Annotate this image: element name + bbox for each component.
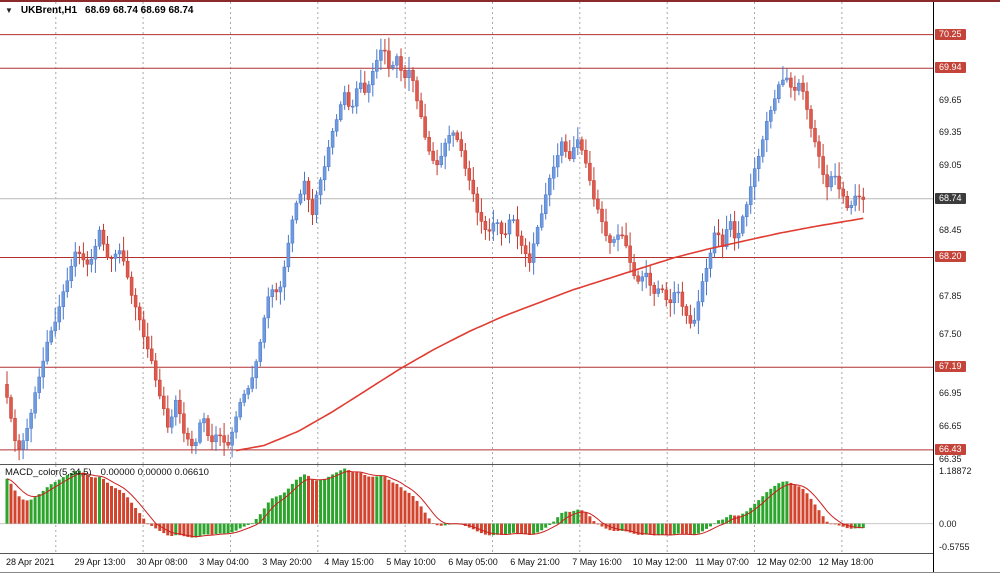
price-tick-label: 66.65: [939, 421, 962, 431]
time-axis-label: 6 May 05:00: [448, 557, 498, 567]
time-axis[interactable]: 28 Apr 2021 29 Apr 13:00 30 Apr 08:00 3 May…: [0, 555, 933, 572]
time-axis-label: 10 May 12:00: [632, 557, 688, 567]
price-level-badge: 66.43: [935, 444, 966, 455]
bottom-separator: [0, 572, 1000, 573]
panel-separator[interactable]: [0, 464, 1000, 465]
macd-indicator-panel[interactable]: MACD_color(5,34,5) 0.00000 0.00000 0.066…: [0, 465, 933, 552]
time-axis-label: 3 May 04:00: [199, 557, 249, 567]
current-price-badge: 68.74: [935, 193, 966, 204]
time-axis-label: 28 Apr 2021: [6, 557, 55, 567]
price-chart-panel[interactable]: ▼ UKBrent,H1 68.69 68.74 68.69 68.74: [0, 2, 933, 464]
time-axis-label: 30 Apr 08:00: [136, 557, 188, 567]
macd-tick-label: 1.18872: [939, 466, 972, 476]
price-level-badge: 70.25: [935, 29, 966, 40]
macd-tick-label: -0.5755: [939, 542, 970, 552]
bottom-strip: [0, 573, 1000, 581]
macd-tick-label: 0.00: [939, 519, 957, 529]
time-axis-label: 4 May 15:00: [324, 557, 374, 567]
time-axis-label: 12 May 18:00: [818, 557, 874, 567]
time-axis-label: 12 May 02:00: [756, 557, 812, 567]
price-tick-label: 66.95: [939, 388, 962, 398]
price-level-badge: 67.19: [935, 361, 966, 372]
time-axis-label: 3 May 20:00: [262, 557, 312, 567]
price-tick-label: 67.85: [939, 291, 962, 301]
price-tick-label: 69.05: [939, 160, 962, 170]
price-tick-label: 69.65: [939, 95, 962, 105]
price-level-badge: 69.94: [935, 62, 966, 73]
time-axis-label: 11 May 07:00: [695, 557, 749, 567]
time-axis-label: 6 May 21:00: [510, 557, 560, 567]
price-level-badge: 68.20: [935, 251, 966, 262]
time-axis-separator: [0, 553, 1000, 554]
axis-separator: [933, 2, 934, 572]
price-chart[interactable]: [0, 2, 933, 464]
price-axis[interactable]: 69.65 69.35 69.05 68.45 67.85 67.50 66.95 66.65…: [934, 2, 1000, 572]
price-tick-label: 67.50: [939, 329, 962, 339]
time-axis-label: 7 May 16:00: [572, 557, 622, 567]
price-tick-label: 69.35: [939, 127, 962, 137]
time-axis-label: 5 May 10:00: [386, 557, 436, 567]
time-axis-label: 29 Apr 13:00: [74, 557, 126, 567]
price-tick-label: 68.45: [939, 225, 962, 235]
price-tick-label: 66.35: [939, 454, 962, 464]
macd-chart[interactable]: [0, 465, 933, 552]
